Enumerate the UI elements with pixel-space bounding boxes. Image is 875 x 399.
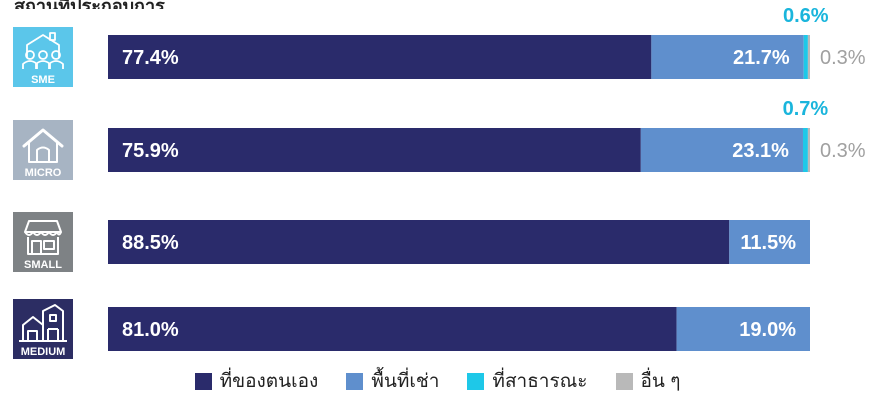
bar-segment-sme-rent [651,35,804,79]
data-label-medium-rent: 19.0% [739,319,796,341]
category-label-sme: SME [31,74,55,86]
category-label-medium: MEDIUM [21,346,66,358]
legend-swatch-public [467,372,485,390]
storefront-icon: SMALL [13,212,73,272]
legend-label-rent: พื้นที่เช่า [371,371,440,392]
legend-label-own: ที่ของตนเอง [219,371,319,392]
bar-segment-sme-other [807,35,810,79]
bar-segment-small-own [108,220,730,264]
bar-segment-micro-public [802,128,808,172]
data-label-micro-rent: 23.1% [732,140,789,162]
data-label-sme-public: 0.6% [783,5,829,27]
data-label-medium-own: 81.0% [122,319,179,341]
legend-item-rent: พื้นที่เช่า [346,366,439,396]
data-label-micro-other: 0.3% [820,140,866,162]
legend-item-own: ที่ของตนเอง [194,366,319,396]
house-icon: MICRO [13,120,73,180]
bar-segment-small-rent [729,220,810,264]
category-label-micro: MICRO [25,167,62,179]
chart-legend: ที่ของตนเอง พื้นที่เช่า ที่สาธารณะ อื่น … [0,366,875,396]
bar-segment-medium-rent [676,307,810,351]
legend-item-public: ที่สาธารณะ [467,366,588,396]
bar-segment-micro-other [807,128,810,172]
bar-segment-sme-public [803,35,808,79]
data-label-micro-own: 75.9% [122,140,179,162]
data-label-sme-rent: 21.7% [733,47,790,69]
data-label-small-rent: 11.5% [740,232,796,254]
bar-segment-medium-own [108,307,677,351]
data-label-sme-own: 77.4% [122,47,179,69]
data-label-sme-other: 0.3% [820,47,866,69]
legend-swatch-own [194,372,212,390]
legend-item-other: อื่น ๆ [615,366,681,396]
data-label-micro-public: 0.7% [783,98,829,120]
people-group-icon: SME [13,27,73,87]
legend-label-public: ที่สาธารณะ [492,371,588,392]
bar-segment-micro-rent [640,128,803,172]
bar-segment-sme-own [108,35,652,79]
category-label-small: SMALL [24,259,62,271]
legend-swatch-other [615,372,633,390]
legend-swatch-rent [346,372,364,390]
page-title: สถานที่ประกอบการ [14,0,165,9]
legend-label-other: อื่น ๆ [640,371,681,392]
data-label-small-own: 88.5% [122,232,179,254]
building-icon: MEDIUM [13,299,73,359]
bar-segment-micro-own [108,128,641,172]
